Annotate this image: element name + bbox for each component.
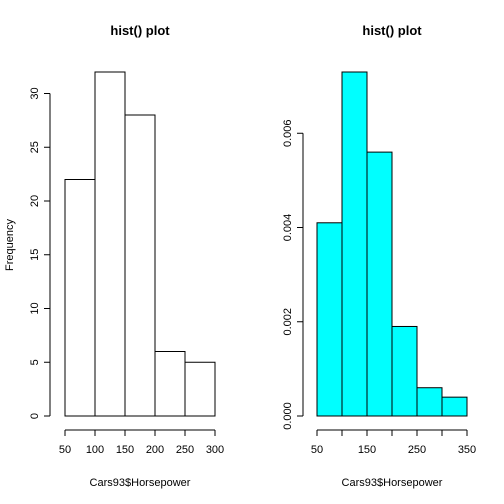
- y-tick-label: 20: [29, 195, 41, 207]
- x-axis-label: Cars93$Horsepower: [342, 477, 443, 489]
- x-tick-label: 200: [146, 444, 164, 456]
- x-tick-label: 300: [206, 444, 224, 456]
- histogram-bar: [441, 396, 468, 417]
- histogram-panel-frequency: hist() plot 50 100 150 200 250 300 0 5 10 15 20 25…: [4, 23, 224, 489]
- histogram-bar: [154, 351, 186, 417]
- y-axis: 0 5 10 15 20 25 30: [29, 87, 51, 419]
- histogram-bar: [366, 151, 393, 417]
- histogram-bar: [184, 361, 216, 417]
- bar-group: [64, 71, 216, 417]
- histogram-bar: [64, 179, 96, 417]
- histogram-bar: [341, 71, 368, 417]
- y-tick-label: 5: [29, 359, 41, 365]
- y-axis-label: Frequency: [4, 219, 16, 271]
- x-tick-label: 50: [311, 444, 323, 456]
- chart-title: hist() plot: [110, 23, 170, 38]
- histogram-bar: [316, 222, 343, 417]
- x-tick-label: 350: [458, 444, 476, 456]
- histogram-bar: [94, 71, 126, 417]
- histogram-bar: [416, 387, 443, 417]
- x-tick-label: 250: [176, 444, 194, 456]
- y-tick-label: 0.006: [282, 119, 294, 147]
- y-tick-label: 0.004: [282, 214, 294, 242]
- y-tick-label: 0.002: [282, 308, 294, 336]
- x-axis-label: Cars93$Horsepower: [90, 477, 191, 489]
- y-tick-label: 0.000: [282, 402, 294, 430]
- y-axis: 0.000 0.002 0.004 0.006: [282, 119, 304, 430]
- x-tick-label: 100: [86, 444, 104, 456]
- histogram-bar: [124, 114, 156, 417]
- histogram-bar: [391, 325, 418, 417]
- x-tick-label: 150: [116, 444, 134, 456]
- histogram-panel-density: hist() plot 50 150 250 350 0.0000.0020.0040…: [282, 23, 476, 489]
- x-tick-label: 50: [59, 444, 71, 456]
- y-tick-label: 15: [29, 249, 41, 261]
- bar-group: [316, 71, 468, 417]
- y-tick-label: 30: [29, 87, 41, 99]
- y-tick-label: 25: [29, 141, 41, 153]
- x-axis: 50 100 150 200 250 300: [59, 429, 224, 456]
- x-axis: 50 150 250 350: [311, 429, 476, 456]
- chart-title: hist() plot: [362, 23, 422, 38]
- y-tick-label: 0: [29, 413, 41, 419]
- x-tick-label: 250: [408, 444, 426, 456]
- y-tick-label: 10: [29, 302, 41, 314]
- x-tick-label: 150: [358, 444, 376, 456]
